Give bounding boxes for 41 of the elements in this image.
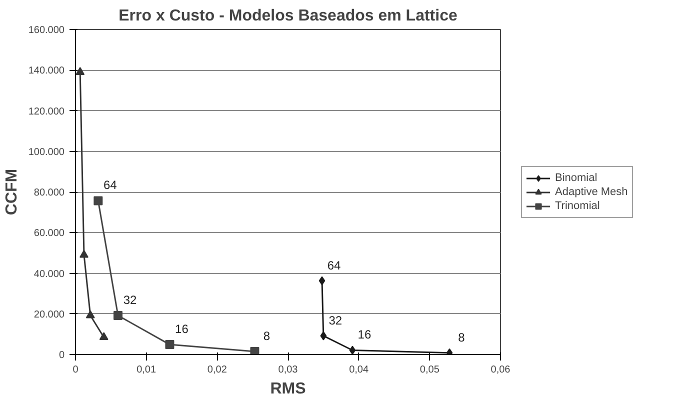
- annotation: 32: [123, 293, 137, 307]
- annotation: 32: [328, 313, 342, 328]
- point: [76, 67, 85, 75]
- point: [318, 276, 326, 286]
- annotation: 16: [358, 328, 372, 342]
- x-tick-label: 0: [72, 364, 79, 376]
- point: [94, 196, 103, 206]
- x-tick-label: 0,01: [136, 364, 157, 376]
- point: [99, 332, 108, 340]
- y-tick-label: 20.000: [34, 309, 65, 320]
- y-tick-label: 0: [58, 350, 65, 361]
- legend-label: Binomial: [555, 170, 598, 184]
- point: [349, 346, 356, 354]
- y-axis-title: CCFM: [3, 168, 20, 216]
- annotation: 8: [458, 330, 466, 344]
- y-tick-label: 60.000: [34, 228, 65, 240]
- legend-label: Trinomial: [555, 198, 600, 212]
- y-tick-label: 120.000: [28, 106, 65, 118]
- x-tick-label: 0,04: [349, 364, 370, 376]
- y-tick-label: 40.000: [34, 268, 65, 280]
- y-tick-label: 160.000: [28, 25, 65, 36]
- annotation: 8: [263, 328, 270, 343]
- point: [80, 250, 88, 258]
- x-tick-label: 0,06: [490, 364, 511, 376]
- point: [114, 311, 122, 320]
- chart-title: Erro x Custo - Modelos Baseados em Lattice: [118, 8, 458, 24]
- point: [250, 346, 260, 354]
- y-tick-label: 80.000: [34, 188, 65, 198]
- annotation: 16: [175, 322, 189, 336]
- point: [86, 310, 95, 318]
- x-tick-label: 0,03: [278, 364, 298, 376]
- point: [320, 331, 327, 340]
- point: [165, 340, 174, 350]
- x-axis-title: RMS: [270, 380, 306, 398]
- x-tick-label: 0,02: [207, 364, 228, 376]
- legend-label: Adaptive Mesh: [555, 184, 628, 198]
- y-tick-label: 140.000: [28, 66, 65, 77]
- annotation: 64: [103, 178, 118, 192]
- x-tick-label: 0,05: [420, 364, 440, 376]
- annotation: 64: [327, 258, 341, 272]
- y-tick-label: 100.000: [28, 146, 65, 158]
